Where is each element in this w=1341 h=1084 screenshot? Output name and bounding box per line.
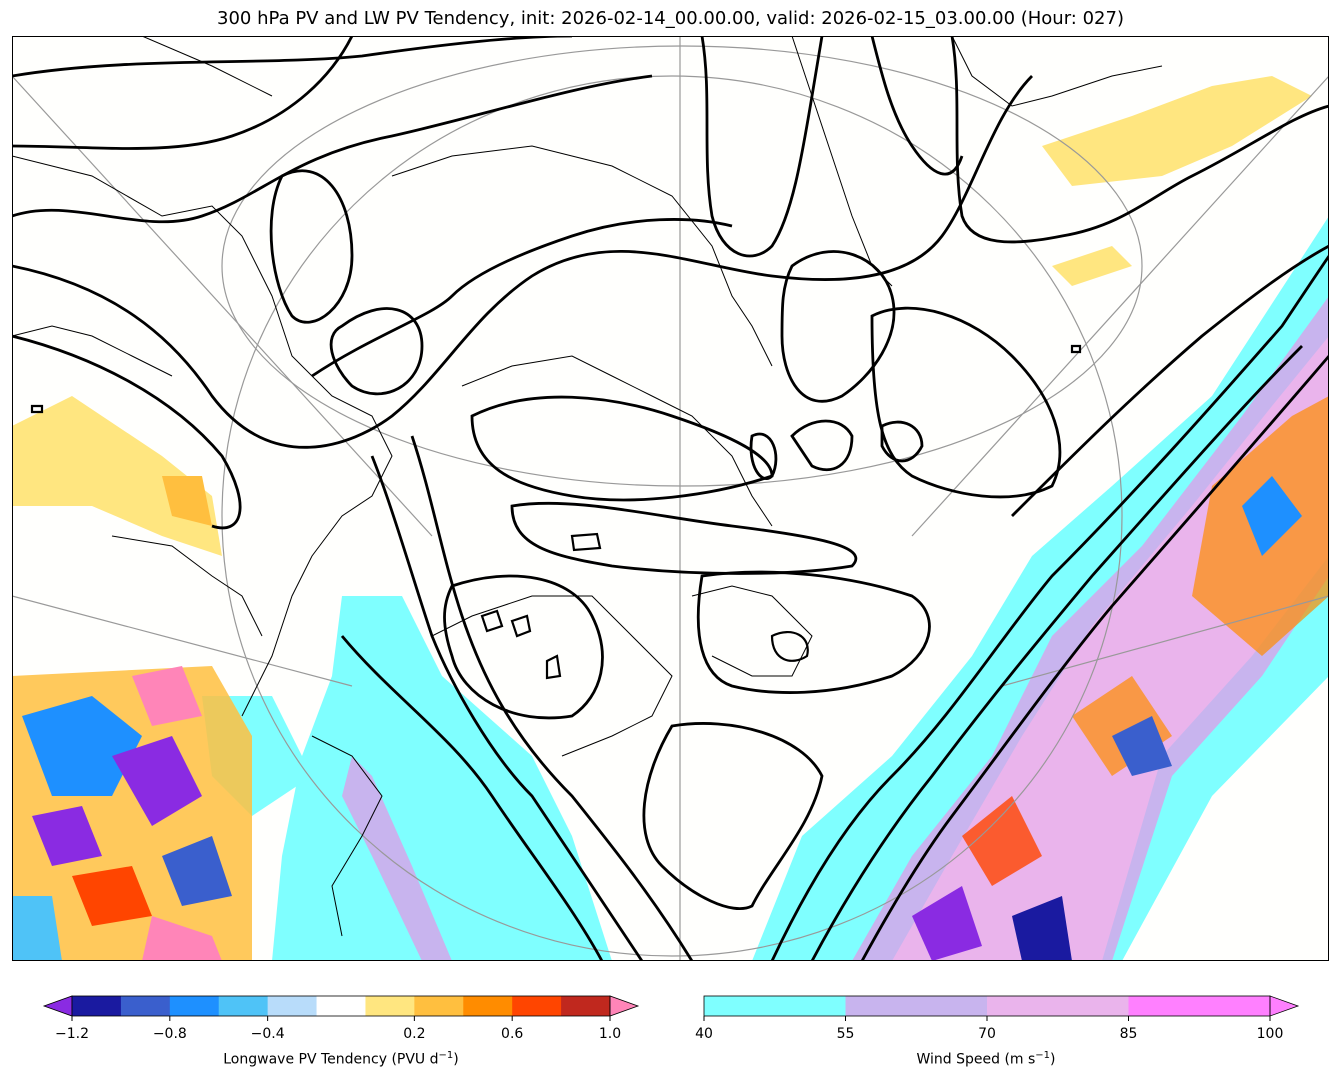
tendency-color-box [316,996,366,1016]
tendency-extend-low [42,995,73,1017]
wind-extend-high [1269,995,1300,1017]
tendency-colorbar: −1.2 −0.8 −0.4 0.2 0.6 1.0 Longwave PV Tenden… [42,995,640,1076]
tendency-tick-label: 0.6 [501,1026,524,1042]
tendency-color-box [561,996,611,1016]
tendency-tick-label: −0.8 [152,1026,187,1042]
map-title: 300 hPa PV and LW PV Tendency, init: 202… [217,8,1124,29]
tendency-tick-label: 0.2 [403,1026,426,1042]
tendency-color-box [463,996,513,1016]
wind-color-box [1128,996,1271,1016]
tendency-color-box [169,996,220,1016]
wind-tick-label: 55 [836,1026,855,1042]
tendency-colorbar-label: Longwave PV Tendency (PVU d−1) [223,1050,459,1068]
wind-color-box [845,996,988,1016]
wind-tick-label: 100 [1256,1026,1284,1042]
wind-tick-label: 70 [978,1026,996,1042]
tendency-color-box [414,996,464,1016]
tendency-color-box [218,996,269,1016]
wind-tick-label: 40 [695,1026,713,1042]
tendency-color-box [72,996,122,1016]
tendency-color-box [120,996,171,1016]
tendency-tick-label: −0.4 [250,1026,285,1042]
tendency-colorbar-scale [42,995,640,1021]
wind-tick-label: 85 [1119,1026,1138,1042]
tendency-tick-label: −1.2 [55,1026,89,1042]
wind-colorbar: 40 55 70 85 100 Wind Speed (m s−1) [695,995,1300,1076]
tendency-extend-high [609,995,640,1017]
pv-tendency-shading [12,76,1329,961]
tendency-color-box [365,996,415,1016]
wind-color-box [987,996,1129,1016]
coastlines [12,36,1163,937]
map-border [12,36,1329,961]
pv-contours [12,36,1329,961]
graticule [12,36,1329,961]
map-panel [12,36,1329,961]
pv-small-contours [30,344,1082,680]
tendency-color-box [512,996,562,1016]
wind-colorbar-scale [703,995,1300,1021]
tendency-color-box [267,996,318,1016]
tendency-tick-label: 1.0 [598,1026,622,1042]
wind-color-box [704,996,846,1016]
wind-colorbar-label: Wind Speed (m s−1) [916,1050,1056,1068]
